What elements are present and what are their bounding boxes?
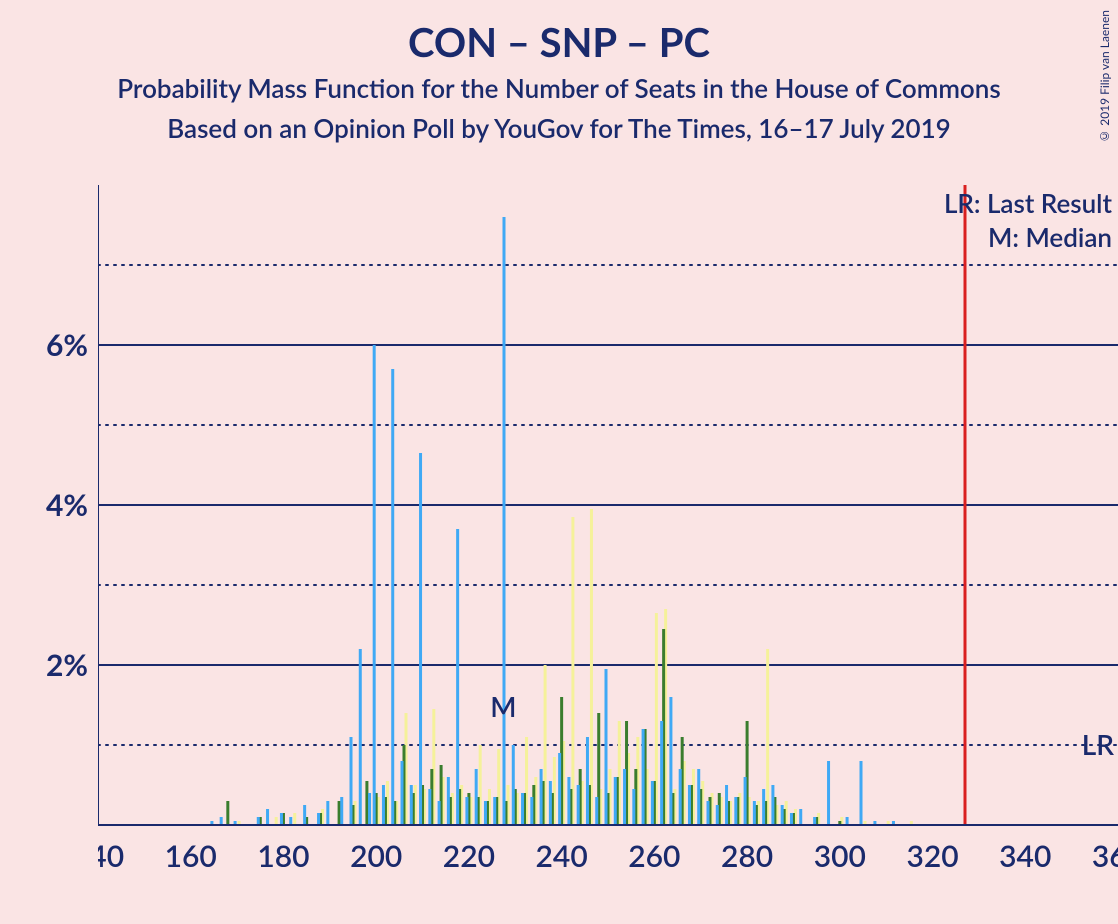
legend-last-result: LR: Last Result — [944, 187, 1113, 219]
bar-blue — [679, 769, 682, 825]
bar-blue — [317, 813, 320, 825]
bar-blue — [651, 781, 654, 825]
bar-blue — [303, 805, 306, 825]
bar-blue — [632, 789, 635, 825]
x-tick-label: 300 — [814, 838, 866, 874]
bar-blue — [716, 805, 719, 825]
bar-blue — [493, 797, 496, 825]
bar-blue — [790, 813, 793, 825]
x-tick-label: 340 — [999, 838, 1051, 874]
bar-blue — [762, 789, 765, 825]
bar-blue — [725, 785, 728, 825]
bar-blue — [707, 801, 710, 825]
bar-blue — [428, 789, 431, 825]
bar-blue — [326, 801, 329, 825]
bar-blue — [350, 737, 353, 825]
bar-blue — [586, 737, 589, 825]
bar-blue — [744, 777, 747, 825]
bar-blue — [280, 813, 283, 825]
bar-blue — [410, 785, 413, 825]
bar-blue — [540, 769, 543, 825]
chart-subtitle-2: Based on an Opinion Poll by YouGov for T… — [0, 112, 1118, 144]
bar-blue — [289, 817, 292, 825]
bar-blue — [503, 217, 506, 825]
bar-blue — [697, 769, 700, 825]
bar-blue — [567, 777, 570, 825]
bar-blue — [623, 769, 626, 825]
bar-blue — [266, 809, 269, 825]
bar-blue — [368, 793, 371, 825]
bar-blue — [391, 369, 394, 825]
bar-blue — [521, 793, 524, 825]
bar-blue — [401, 761, 404, 825]
pmf-chart: 140 160 180 200 220 240 260 280 300 320 340 360 LR: … — [98, 175, 1118, 875]
bar-blue — [827, 761, 830, 825]
x-tick-label: 240 — [536, 838, 588, 874]
bar-blue — [813, 817, 816, 825]
bar-green — [226, 801, 229, 825]
x-tick-label: 360 — [1092, 838, 1118, 874]
bar-blue — [734, 797, 737, 825]
bar-yellow — [571, 517, 574, 825]
bar-blue — [558, 753, 561, 825]
x-tick-label: 260 — [628, 838, 680, 874]
last-result-annotation: LR — [1082, 727, 1114, 761]
bar-blue — [475, 769, 478, 825]
y-tick-label: 6% — [46, 327, 88, 363]
bar-blue — [340, 797, 343, 825]
bar-yellow — [293, 813, 296, 825]
x-tick-label: 200 — [350, 838, 402, 874]
bar-yellow — [766, 649, 769, 825]
x-tick-label: 320 — [906, 838, 958, 874]
bar-blue — [220, 817, 223, 825]
bar-blue — [549, 781, 552, 825]
bar-blue — [614, 777, 617, 825]
bar-green — [338, 801, 341, 825]
x-tick-label: 280 — [721, 838, 773, 874]
bar-blue — [257, 817, 260, 825]
bar-yellow — [275, 817, 278, 825]
y-tick-label: 4% — [46, 487, 88, 523]
median-annotation: M — [490, 689, 516, 723]
bar-blue — [465, 797, 468, 825]
bar-blue — [688, 785, 691, 825]
bar-blue — [577, 785, 580, 825]
bar-blue — [753, 801, 756, 825]
bar-blue — [373, 345, 376, 825]
x-tick-label: 220 — [443, 838, 495, 874]
y-tick-label: 2% — [46, 647, 88, 683]
chart-subtitle-1: Probability Mass Function for the Number… — [0, 72, 1118, 104]
bar-blue — [799, 809, 802, 825]
legend-median: M: Median — [988, 221, 1112, 253]
bar-blue — [447, 777, 450, 825]
bar-blue — [669, 697, 672, 825]
bar-blue — [382, 785, 385, 825]
x-tick-label: 180 — [257, 838, 309, 874]
bar-blue — [771, 785, 774, 825]
bar-blue — [605, 669, 608, 825]
bar-blue — [781, 805, 784, 825]
copyright-text: © 2019 Filip van Laenen — [1097, 10, 1112, 144]
bar-blue — [846, 817, 849, 825]
bar-yellow — [590, 509, 593, 825]
chart-title: CON – SNP – PC — [0, 18, 1118, 66]
bar-blue — [419, 453, 422, 825]
bar-blue — [595, 797, 598, 825]
bar-blue — [438, 801, 441, 825]
bar-blue — [484, 801, 487, 825]
bar-blue — [530, 797, 533, 825]
bar-blue — [860, 761, 863, 825]
bar-blue — [512, 745, 515, 825]
bar-green — [365, 781, 368, 825]
x-tick-label: 140 — [98, 838, 124, 874]
x-tick-label: 160 — [165, 838, 217, 874]
bar-blue — [456, 529, 459, 825]
bar-blue — [642, 729, 645, 825]
bar-blue — [660, 721, 663, 825]
bar-blue — [359, 649, 362, 825]
